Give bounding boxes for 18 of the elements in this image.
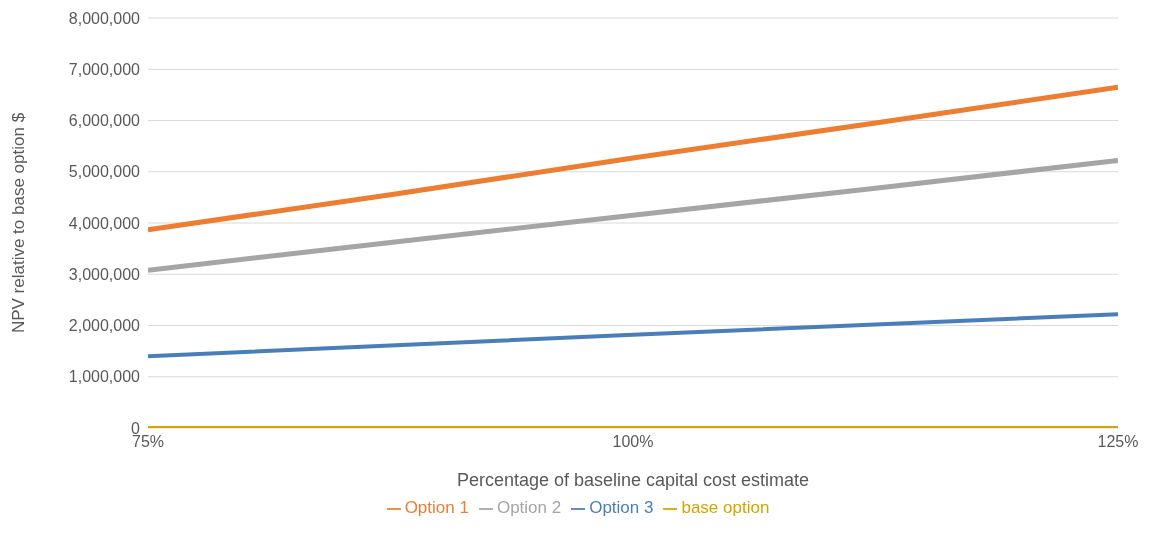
y-axis-title: NPV relative to base option $ — [9, 112, 29, 334]
legend-label: Option 1 — [404, 498, 469, 517]
y-tick-label: 6,000,000 — [68, 112, 141, 130]
line-series — [148, 312, 1118, 359]
x-tick-label: 125% — [1097, 433, 1139, 451]
x-tick-label: 75% — [131, 433, 165, 451]
y-tick-label: 8,000,000 — [68, 9, 141, 27]
x-axis-title: Percentage of baseline capital cost estimate — [456, 470, 810, 490]
y-tick-label: 2,000,000 — [68, 317, 141, 335]
y-tick-label: 3,000,000 — [68, 265, 141, 283]
legend-label: Option 2 — [496, 498, 562, 517]
y-tick-label: 1,000,000 — [68, 368, 141, 386]
legend-label: Option 3 — [589, 498, 654, 517]
y-tick-label: 7,000,000 — [68, 60, 141, 78]
legend-label: base option — [681, 498, 770, 517]
y-tick-label: 5,000,000 — [68, 163, 141, 181]
x-tick-label: 100% — [612, 433, 654, 451]
y-tick-label: 4,000,000 — [68, 214, 141, 232]
